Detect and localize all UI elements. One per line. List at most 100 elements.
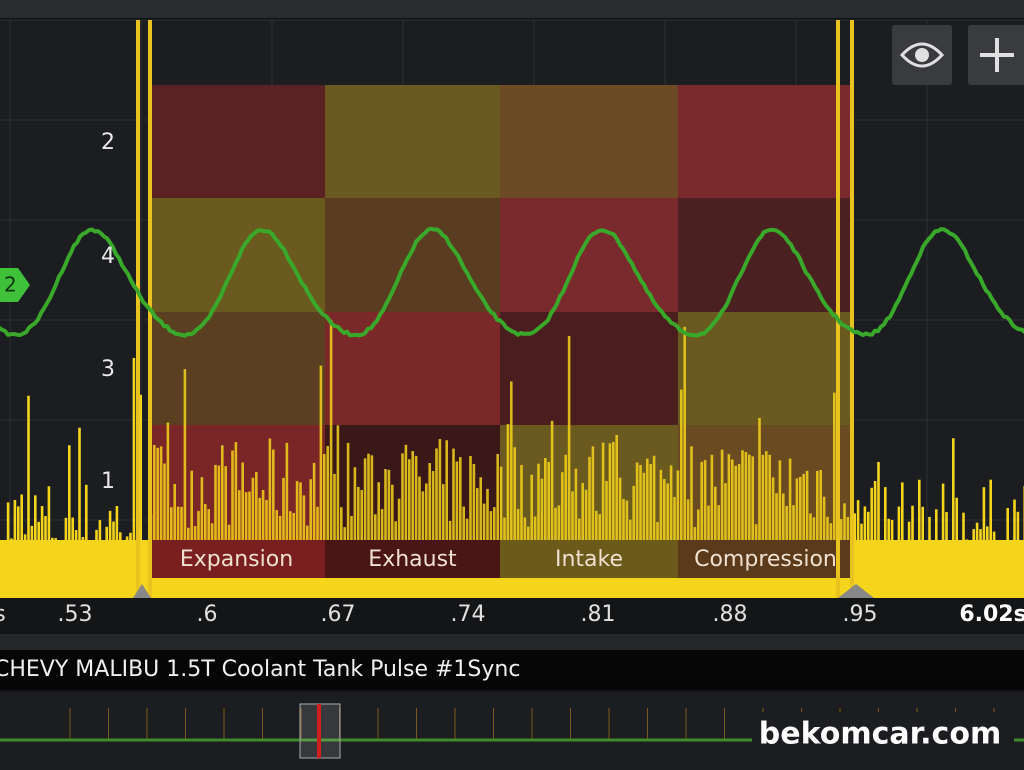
pulse-bar [561, 472, 564, 598]
pulse-bar [608, 443, 612, 598]
pulse-bar [333, 473, 336, 598]
pulse-bar [615, 434, 618, 598]
cursor-handle[interactable] [133, 584, 151, 598]
pulse-bar [431, 471, 435, 598]
pulse-bar [326, 446, 329, 598]
pulse-bar [455, 461, 459, 598]
pulse-bar [663, 478, 666, 598]
pulse-bar [183, 369, 187, 598]
pulse-bar [734, 465, 737, 598]
pulse-bar [435, 448, 438, 598]
pulse-bar [564, 454, 567, 598]
pulse-bar [510, 381, 513, 598]
pulse-bar [285, 442, 289, 598]
pulse-bar [295, 481, 299, 598]
pulse-bar [680, 389, 683, 598]
cursor [136, 20, 140, 598]
pulse-bar [833, 392, 836, 598]
pulse-bar [68, 445, 71, 598]
watermark: bekomcar.com [759, 717, 1001, 752]
row-label: 2 [101, 130, 115, 155]
pulse-bar [496, 454, 499, 598]
cursor [836, 20, 840, 598]
pulse-bar [683, 326, 686, 598]
map-cell [678, 312, 853, 425]
pulse-bar [139, 394, 142, 598]
pulse-bar [370, 455, 374, 598]
pulse-bar [758, 417, 761, 598]
map-cell [500, 312, 678, 425]
pulse-bar [404, 444, 408, 598]
pulse-bar [445, 440, 448, 598]
marker-label: 2 [4, 273, 17, 297]
pulse-bar [132, 357, 136, 598]
pulse-bar [771, 477, 775, 598]
pulse-bar [768, 454, 771, 598]
pulse-bar [550, 420, 554, 598]
pulse-bar [353, 467, 357, 598]
time-axis [0, 598, 1024, 632]
pulse-bar [418, 476, 421, 598]
pulse-bar [646, 458, 649, 598]
overview-cursor [317, 704, 321, 758]
pulse-bar [748, 454, 751, 598]
cursor-handle[interactable] [838, 584, 874, 598]
pulse-bar [676, 470, 680, 598]
pulse-bar [642, 472, 646, 598]
pulse-bar [469, 455, 472, 598]
pulse-bar [918, 479, 921, 598]
pulse-bar [873, 480, 877, 598]
pulse-bar [799, 476, 802, 598]
marker-shape [0, 268, 30, 302]
cursor [850, 20, 854, 598]
pulse-bar [221, 445, 224, 598]
pulse-bar [727, 454, 731, 598]
pulse-bar [312, 462, 316, 598]
pulse-bar [499, 466, 503, 598]
pulse-bar [27, 395, 30, 598]
trace-title: CHEVY MALIBU 1.5T Coolant Tank Pulse #1S… [0, 657, 520, 682]
pulse-bar [241, 462, 244, 598]
pulse-bar [319, 365, 323, 598]
pulse-bar [659, 469, 663, 598]
phase-label: Compression [694, 547, 837, 572]
map-cell [148, 312, 325, 425]
pulse-bar [329, 319, 333, 598]
pulse-bar [737, 463, 741, 598]
pulse-bar [989, 479, 992, 598]
pulse-bar [255, 472, 258, 598]
pulse-bar [309, 479, 312, 598]
pulse-bar [452, 448, 455, 598]
time-labels: s .53 .6 .67 .74 .81 .88 .95 6.02s [0, 602, 1024, 627]
pulse-bar [710, 454, 714, 598]
pulse-bar [363, 458, 367, 598]
time-label: .88 [713, 602, 748, 627]
time-label: .6 [197, 602, 218, 627]
time-label: .95 [843, 602, 878, 627]
pulse-bar [367, 453, 370, 598]
pulse-bar [513, 447, 516, 598]
pulse-bar [635, 462, 639, 598]
pulse-bar [805, 470, 809, 598]
pulse-bar [190, 470, 193, 598]
phase-cell [325, 540, 500, 578]
pulse-bar [537, 463, 540, 598]
row-label: 4 [101, 244, 115, 269]
map-cell [325, 198, 500, 312]
pulse-bar [816, 470, 819, 598]
pulse-bar [479, 477, 482, 598]
map-cell [148, 85, 325, 198]
pulse-bar [78, 427, 81, 598]
pulse-bar [751, 456, 754, 598]
watermark-bg [752, 712, 1014, 758]
row-label: 1 [101, 469, 115, 494]
eye-icon [899, 42, 945, 68]
pulse-bar [690, 446, 693, 598]
pulse-bar [765, 451, 768, 598]
map-cell [678, 85, 853, 198]
pulse-bar [612, 441, 615, 598]
pulse-bar [272, 449, 275, 598]
map-cell [500, 85, 678, 198]
pulse-bar [217, 465, 221, 598]
